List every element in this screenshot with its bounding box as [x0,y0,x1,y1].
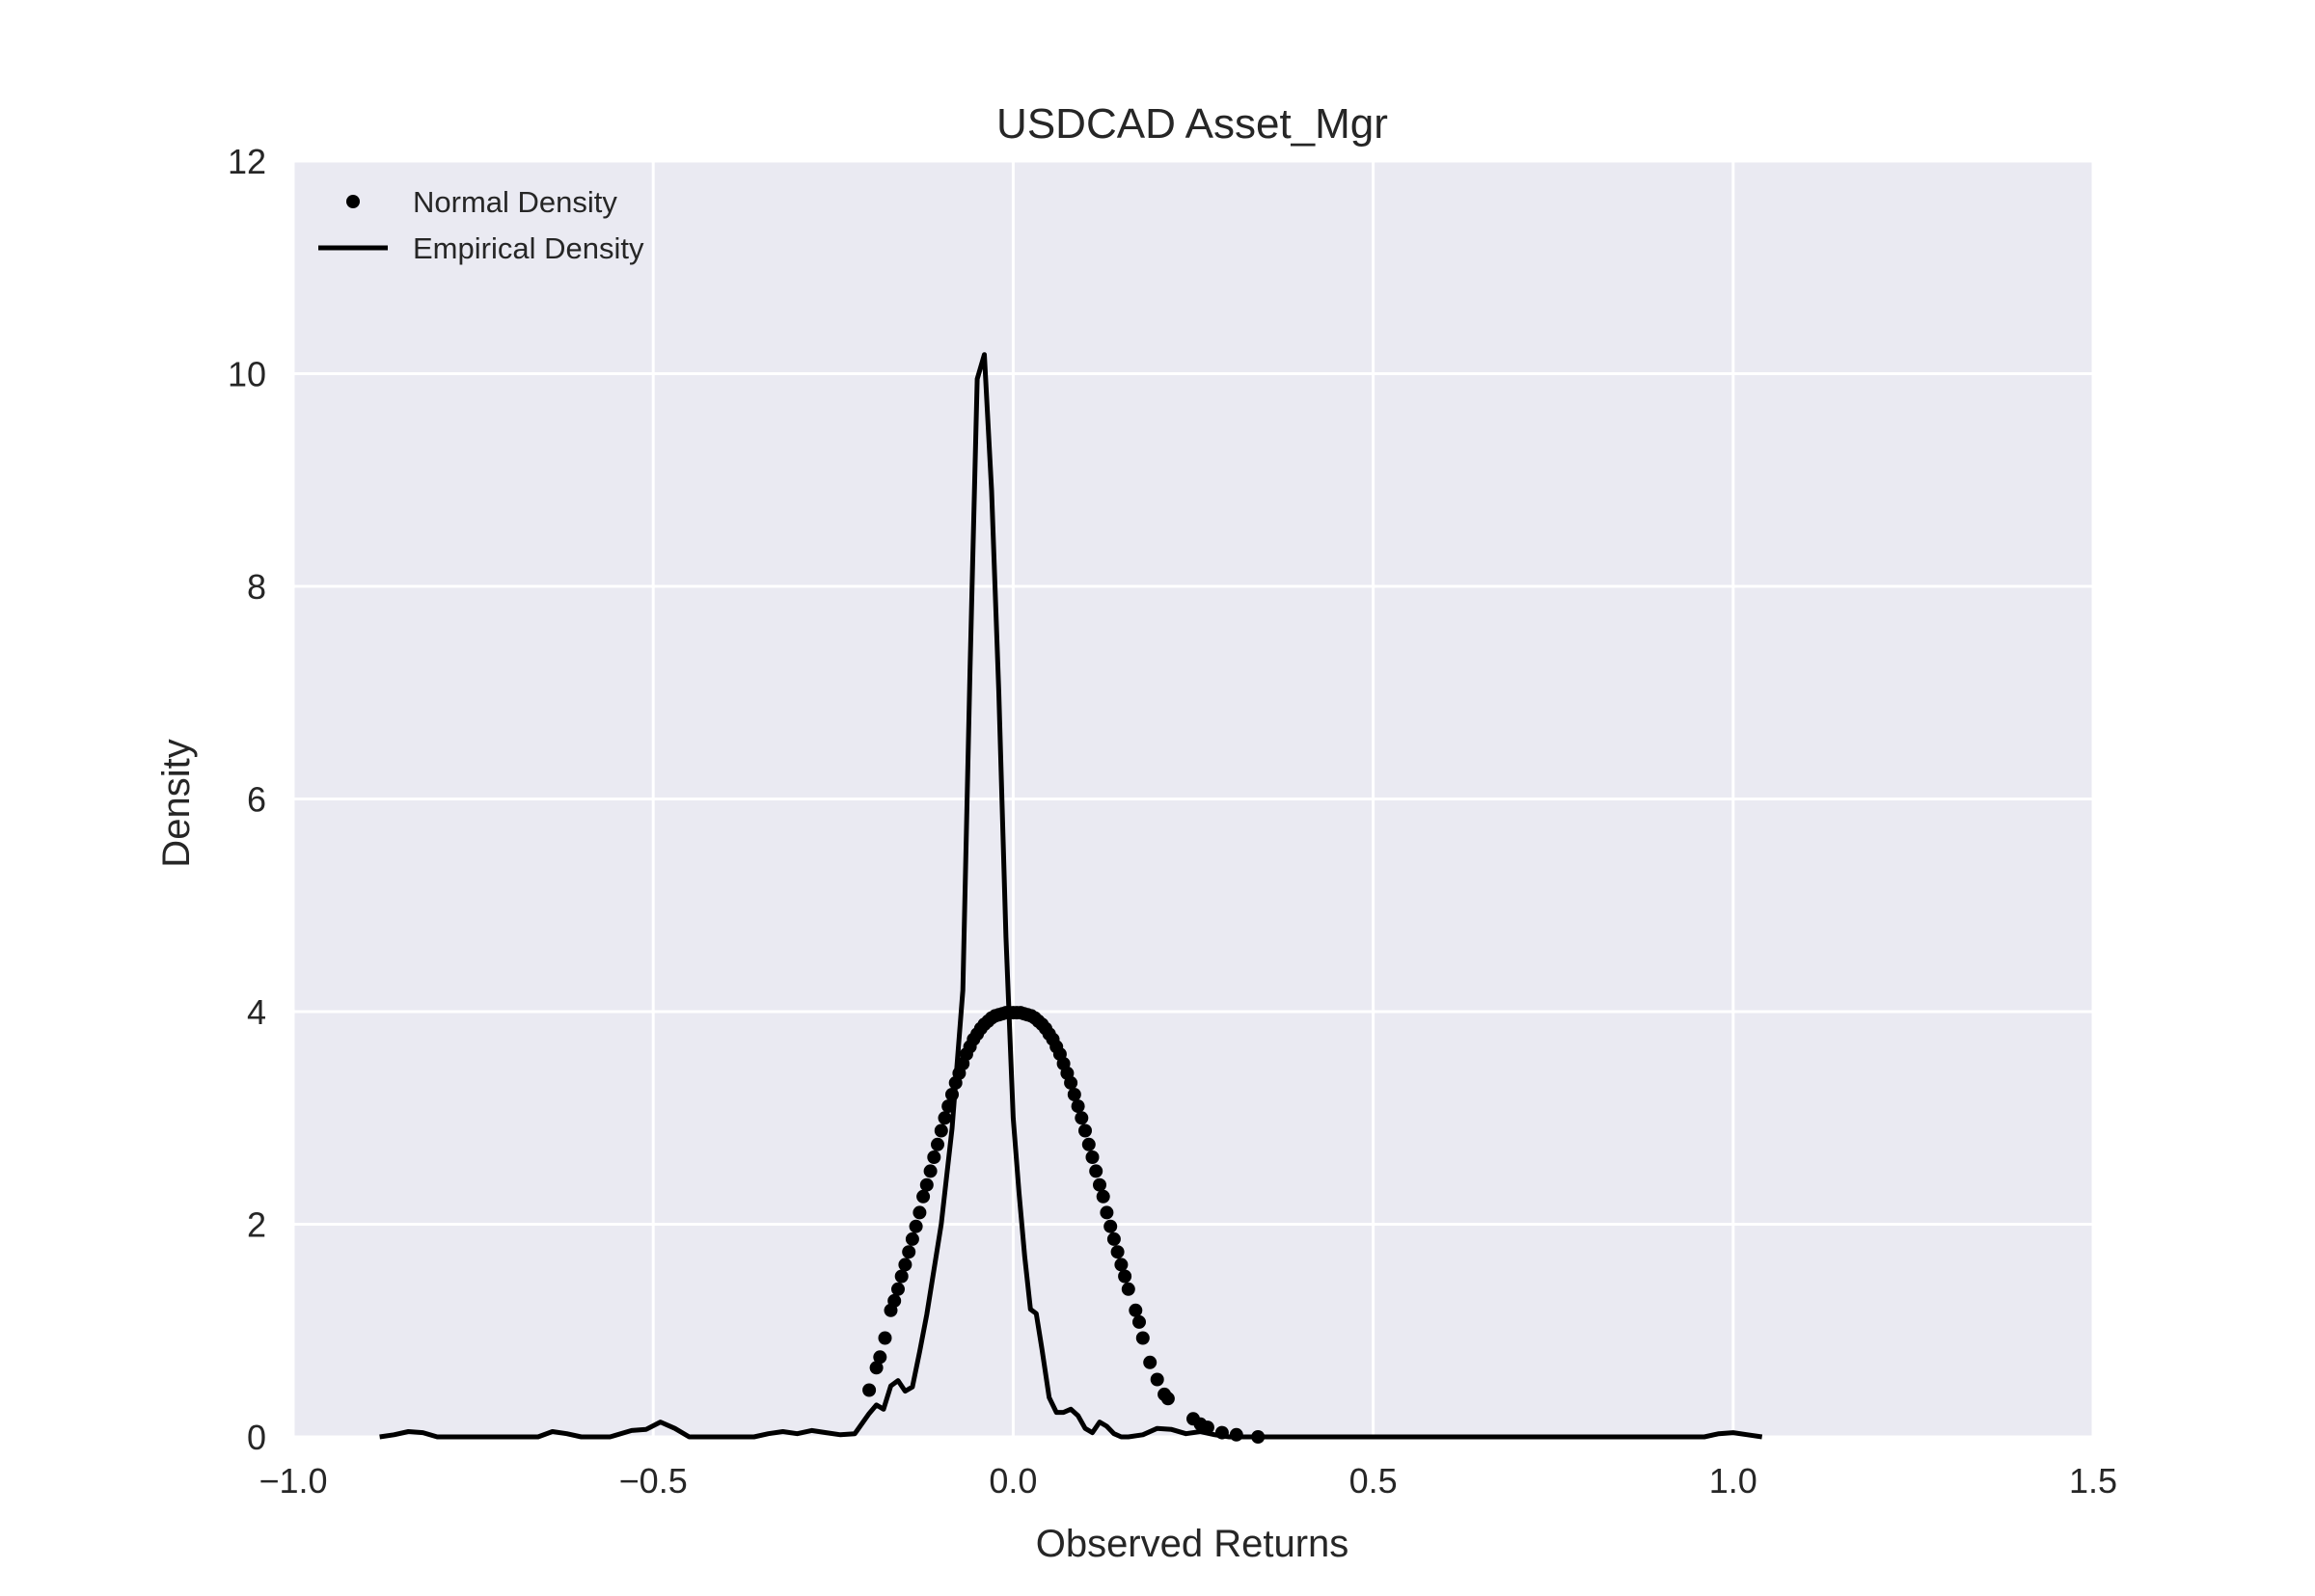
normal-density-point [1110,1245,1125,1259]
x-tick-label: −0.5 [619,1461,688,1501]
legend-label: Normal Density [413,185,617,219]
normal-density-point [916,1189,931,1204]
normal-density-point [934,1123,948,1138]
normal-density-point [1085,1150,1100,1164]
x-tick-label: 0.5 [1349,1461,1398,1501]
legend: Normal Density Empirical Density [318,185,644,265]
normal-density-point [1075,1111,1089,1125]
normal-density-point [891,1282,905,1296]
normal-density-point [1078,1123,1092,1138]
normal-density-point [862,1383,877,1397]
y-tick-label: 4 [247,992,266,1032]
y-tick-label: 8 [247,567,266,607]
y-tick-label: 12 [228,142,266,181]
normal-density-point [1121,1282,1135,1296]
normal-density-point [1129,1303,1143,1317]
series-layer [379,352,1763,1444]
normal-density-point [1071,1099,1085,1114]
normal-density-point [923,1164,938,1178]
normal-density-point [1100,1205,1114,1220]
normal-density-point [905,1231,919,1246]
normal-density-point [1143,1355,1158,1369]
y-axis-ticks: 0 2 4 6 8 10 12 [228,142,266,1457]
normal-density-point [1089,1164,1103,1178]
x-tick-label: −1.0 [259,1461,327,1501]
y-tick-label: 6 [247,780,266,820]
normal-density-point [902,1245,916,1259]
normal-density-point [898,1258,912,1272]
normal-density-point [1118,1269,1132,1284]
x-axis-label: Observed Returns [1036,1523,1349,1565]
normal-density-point [887,1293,902,1308]
y-tick-label: 10 [228,355,266,394]
y-axis-label: Density [155,739,198,867]
chart-title: USDCAD Asset_Mgr [996,100,1388,148]
normal-density-point [878,1331,892,1345]
normal-density-point [1150,1372,1164,1387]
y-tick-label: 0 [247,1418,266,1457]
normal-density-point [1093,1177,1106,1192]
normal-density-point [1064,1075,1078,1090]
x-tick-label: 1.0 [1709,1461,1757,1501]
legend-label: Empirical Density [413,231,644,265]
x-tick-label: 1.5 [2069,1461,2117,1501]
normal-density-point [1132,1314,1146,1329]
normal-density-point [1135,1331,1150,1345]
normal-density-point [894,1269,909,1284]
normal-density-point [927,1150,941,1164]
x-axis-ticks: −1.0 −0.5 0.0 0.5 1.0 1.5 [259,1461,2117,1501]
normal-density-point [1114,1258,1129,1272]
normal-density-point [912,1205,927,1220]
normal-density-point [919,1177,934,1192]
x-tick-label: 0.0 [989,1461,1037,1501]
empirical-density-line [379,352,1763,1440]
normal-density-point [909,1219,923,1233]
normal-density-point [1160,1392,1175,1406]
normal-density-point [1067,1088,1081,1101]
normal-density-point [1103,1219,1118,1233]
normal-density-point [1096,1189,1110,1204]
y-tick-label: 2 [247,1205,266,1245]
gridlines [291,159,2095,1439]
normal-density-point [1081,1137,1096,1151]
normal-density-point [873,1350,887,1365]
normal-density-point [869,1361,884,1375]
legend-dot-marker [346,195,360,208]
normal-density-point [931,1137,944,1151]
normal-density-point [1106,1231,1121,1246]
normal-density-point [938,1111,952,1125]
normal-density-points [862,1006,1266,1444]
